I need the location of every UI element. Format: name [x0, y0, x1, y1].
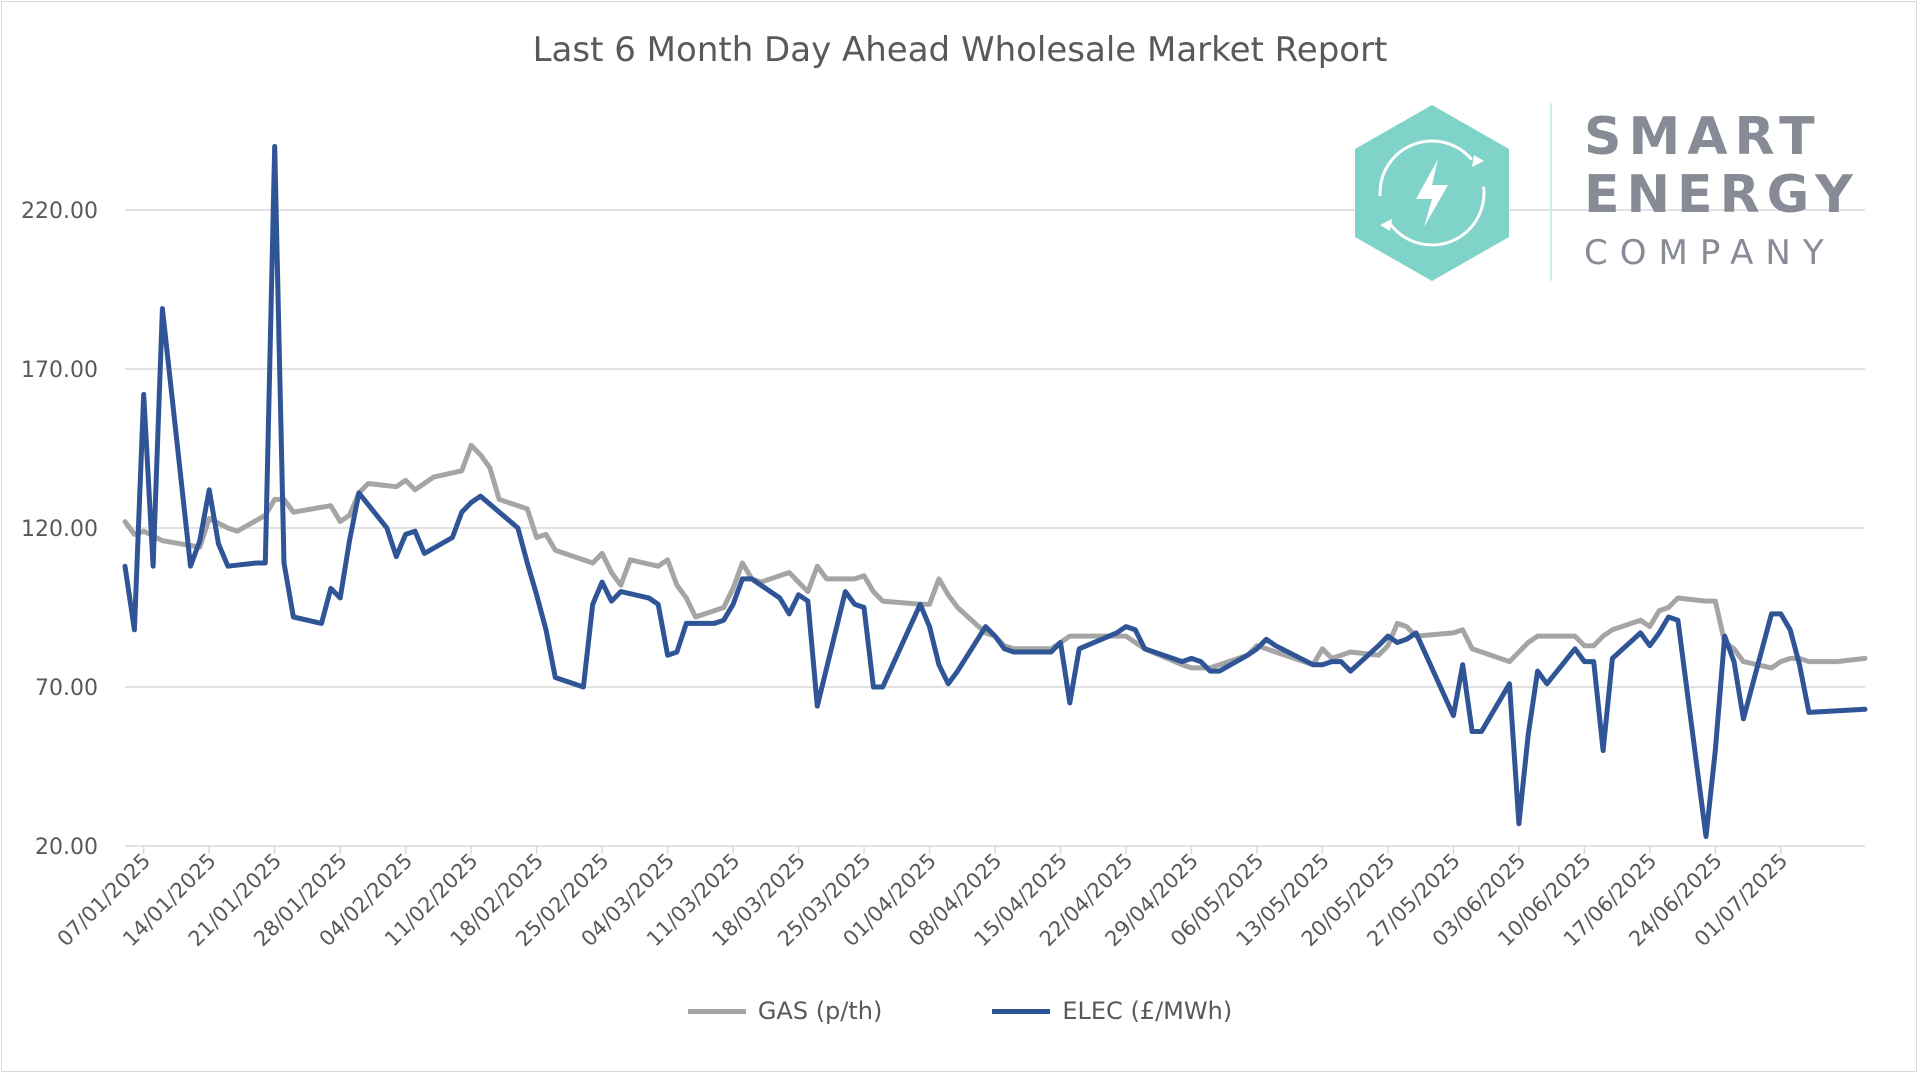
y-axis: 20.00 70.00 120.00 170.00 220.00: [21, 199, 98, 860]
gridlines: [125, 209, 1865, 688]
legend-item-elec: ELEC (£/MWh): [992, 997, 1232, 1025]
series-line-gas: [122, 442, 1868, 671]
chart-title: Last 6 Month Day Ahead Wholesale Market …: [532, 30, 1388, 70]
legend-item-gas: GAS (p/th): [687, 997, 883, 1025]
y-tick-label: 120.00: [21, 517, 98, 542]
x-axis: 07/01/202514/01/202521/01/202528/01/2025…: [53, 845, 1865, 951]
smart-energy-logo: SMART ENERGY COMPANY: [1352, 103, 1872, 283]
y-tick-label: 170.00: [21, 358, 98, 383]
legend: GAS (p/th) ELEC (£/MWh): [0, 997, 1920, 1025]
y-tick-label: 70.00: [35, 676, 98, 701]
legend-label-elec: ELEC (£/MWh): [1062, 997, 1233, 1025]
legend-label-gas: GAS (p/th): [757, 997, 883, 1025]
legend-swatch-gas: [687, 1008, 746, 1014]
logo-divider: [1550, 103, 1552, 281]
logo-text-smart: SMART: [1584, 107, 1822, 167]
logo-text-company: COMPANY: [1584, 233, 1836, 273]
logo-text-energy: ENERGY: [1584, 165, 1860, 225]
y-tick-label: 20.00: [35, 835, 98, 860]
legend-swatch-elec: [992, 1008, 1051, 1014]
series-group: [122, 143, 1868, 839]
y-tick-label: 220.00: [21, 199, 98, 224]
lightning-refresh-hexagon-icon: [1355, 105, 1509, 281]
series-line-elec: [122, 143, 1868, 839]
